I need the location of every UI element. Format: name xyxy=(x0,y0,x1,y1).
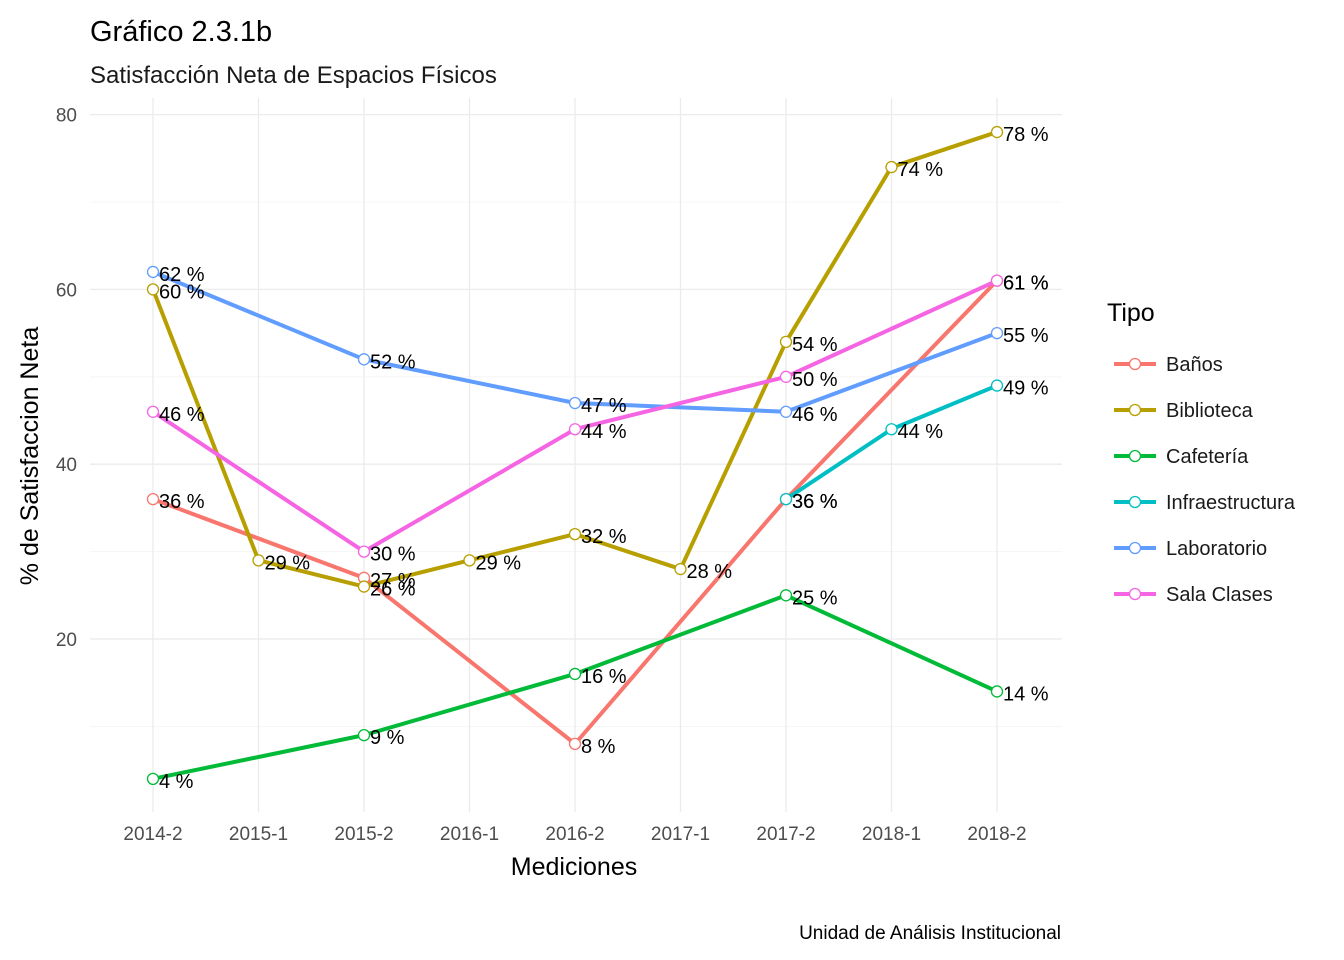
x-tick-label: 2018-2 xyxy=(967,824,1026,845)
x-tick-label: 2018-1 xyxy=(862,824,921,845)
data-label: 44 % xyxy=(898,421,944,443)
legend-key-point xyxy=(1128,449,1142,463)
data-point xyxy=(146,493,160,506)
chart-subtitle: Satisfacción Neta de Espacios Físicos xyxy=(90,62,497,89)
data-label: 28 % xyxy=(687,561,733,583)
data-point xyxy=(885,160,898,174)
data-label: 27 % xyxy=(370,570,416,592)
y-tick-label: 20 xyxy=(56,630,77,651)
data-point xyxy=(990,274,1004,287)
data-label: 49 % xyxy=(1003,378,1049,400)
legend-label: Baños xyxy=(1166,354,1223,376)
legend-key-point xyxy=(1128,357,1142,371)
data-point xyxy=(357,728,371,742)
data-label: 50 % xyxy=(792,369,838,391)
x-tick-label: 2014-2 xyxy=(123,824,182,845)
data-point xyxy=(568,423,582,436)
x-tick-label: 2016-1 xyxy=(440,824,499,845)
legend-title: Tipo xyxy=(1107,299,1155,327)
data-label: 4 % xyxy=(159,771,194,793)
y-tick-label: 40 xyxy=(56,455,77,476)
x-tick-label: 2015-2 xyxy=(334,824,393,845)
data-label: 46 % xyxy=(792,404,838,426)
legend-key-point xyxy=(1128,587,1142,601)
legend-label: Biblioteca xyxy=(1166,400,1254,422)
chart-caption: Unidad de Análisis Institucional xyxy=(799,923,1061,944)
data-point xyxy=(146,283,160,296)
data-label: 54 % xyxy=(792,334,838,356)
data-label: 52 % xyxy=(370,351,416,373)
data-label: 46 % xyxy=(159,404,205,426)
legend-key-point xyxy=(1128,541,1142,555)
x-tick-label: 2016-2 xyxy=(545,824,604,845)
data-point xyxy=(146,405,160,418)
data-point xyxy=(779,493,793,506)
y-tick-label: 80 xyxy=(56,106,77,127)
data-point xyxy=(568,396,582,410)
legend-label: Cafetería xyxy=(1166,446,1249,468)
legend-key-point xyxy=(1128,495,1142,509)
data-point xyxy=(779,589,793,602)
y-tick-label: 60 xyxy=(56,280,77,301)
data-label: 61 % xyxy=(1003,273,1049,295)
data-point xyxy=(990,685,1004,698)
data-point xyxy=(463,554,476,567)
x-tick-label: 2015-1 xyxy=(229,824,288,845)
data-label: 14 % xyxy=(1003,683,1049,705)
data-point xyxy=(779,405,793,418)
data-point xyxy=(357,580,371,593)
data-point xyxy=(357,545,371,558)
data-label: 47 % xyxy=(581,395,627,417)
data-point xyxy=(990,125,1004,139)
data-label: 78 % xyxy=(1003,124,1049,146)
data-point xyxy=(146,265,160,279)
x-tick-label: 2017-2 xyxy=(756,824,815,845)
legend: Tipo Baños Biblioteca Cafetería Infraestruc… xyxy=(1107,299,1296,606)
data-label: 29 % xyxy=(265,552,311,574)
y-axis-ticks: 20 40 60 80 xyxy=(56,106,77,651)
legend-key-point xyxy=(1128,403,1142,417)
data-label: 25 % xyxy=(792,587,838,609)
data-label: 8 % xyxy=(581,736,616,758)
data-point xyxy=(885,423,898,436)
data-point xyxy=(568,667,582,681)
x-axis-ticks: 2014-2 2015-1 2015-2 2016-1 2016-2 2017-1 2017… xyxy=(123,824,1026,845)
data-point xyxy=(779,335,793,348)
data-label: 62 % xyxy=(159,264,205,286)
data-label: 60 % xyxy=(159,281,205,303)
data-label: 61 % xyxy=(1003,273,1049,295)
data-point xyxy=(252,554,265,567)
data-label: 30 % xyxy=(370,544,416,566)
data-point xyxy=(146,772,160,785)
data-label: 9 % xyxy=(370,727,405,749)
y-axis-title: % de Satisfaccion Neta xyxy=(16,327,44,586)
data-point xyxy=(568,527,582,541)
data-label: 36 % xyxy=(159,491,205,513)
data-label: 36 % xyxy=(792,491,838,513)
data-label: 55 % xyxy=(1003,325,1049,347)
data-point xyxy=(990,326,1004,340)
data-label: 16 % xyxy=(581,666,627,688)
legend-label: Sala Clases xyxy=(1166,584,1273,606)
legend-label: Laboratorio xyxy=(1166,538,1267,560)
data-labels: 36 % 27 % 8 % 36 % 61 % 60 % 29 % 26 % 29 % 32 % 2… xyxy=(159,124,1049,793)
data-label: 44 % xyxy=(581,421,627,443)
series-points xyxy=(146,125,1004,785)
data-label: 74 % xyxy=(898,159,944,181)
data-point xyxy=(990,379,1004,392)
legend-label: Infraestructura xyxy=(1166,492,1296,514)
data-point xyxy=(568,737,582,751)
data-point xyxy=(357,353,371,366)
data-label: 29 % xyxy=(476,552,522,574)
data-label: 32 % xyxy=(581,526,627,548)
data-point xyxy=(674,562,687,576)
chart-title: Gráfico 2.3.1b xyxy=(90,16,272,48)
data-label: 26 % xyxy=(370,579,416,601)
x-axis-title: Mediciones xyxy=(511,853,637,881)
x-tick-label: 2017-1 xyxy=(651,824,710,845)
plot-grid xyxy=(90,98,1062,812)
data-point xyxy=(779,370,793,383)
data-label: 36 % xyxy=(792,491,838,513)
